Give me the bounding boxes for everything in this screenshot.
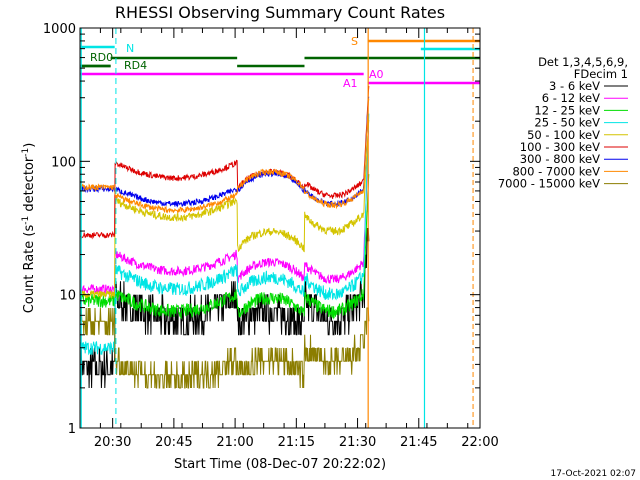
legend-label: 800 - 7000 keV — [512, 164, 600, 178]
legend-label: 100 - 300 keV — [520, 140, 600, 154]
trace-800-7000-kev — [80, 98, 370, 214]
x-tick-label: 20:30 — [94, 435, 131, 450]
trace-50-100-kev — [80, 119, 370, 299]
y-tick-label: 10 — [59, 289, 76, 304]
x-tick-label: 22:00 — [461, 435, 498, 450]
y-tick-label: 1000 — [43, 22, 76, 37]
flag-label: S — [351, 35, 358, 48]
data-traces — [80, 85, 370, 389]
vertical-markers — [80, 28, 474, 428]
trace-100-300-kev — [80, 85, 370, 240]
chart-title: RHESSI Observing Summary Count Rates — [115, 3, 445, 22]
legend-label: 25 - 50 keV — [534, 116, 600, 130]
plot-frame — [79, 27, 481, 429]
legend-header-1: Det 1,3,4,5,6,9, — [538, 55, 628, 69]
flag-label: A0 — [369, 68, 384, 81]
x-tick-label: 21:45 — [400, 435, 437, 450]
x-axis-label: Start Time (08-Dec-07 20:22:02) — [174, 457, 386, 472]
legend-label: 7000 - 15000 keV — [498, 177, 600, 191]
trace-6-12-kev — [80, 129, 370, 296]
generation-timestamp: 17-Oct-2021 02:07 — [551, 469, 636, 479]
trace-12-25-kev — [80, 174, 370, 320]
legend-header-2: FDecim 1 — [574, 67, 628, 81]
x-tick-label: 21:00 — [216, 435, 253, 450]
x-tick-label: 21:30 — [339, 435, 376, 450]
x-tick-label: 20:45 — [155, 435, 192, 450]
legend-label: 6 - 12 keV — [542, 91, 600, 105]
flag-label: RD4 — [124, 59, 147, 72]
legend-label: 3 - 6 keV — [549, 79, 600, 93]
flag-label: N — [126, 42, 134, 55]
y-tick-label: 100 — [51, 155, 76, 170]
trace-7000-15000-kev — [80, 307, 370, 389]
legend-label: 50 - 100 keV — [527, 128, 600, 142]
legend-label: 300 - 800 keV — [520, 152, 600, 166]
flag-bars: N RD0 RD4 S A0 A1 — [80, 35, 480, 90]
flag-label: RD0 — [90, 51, 113, 64]
axes: 1 10 100 1000 20:30 20:45 21:00 21:15 21:30 21:45… — [43, 22, 499, 450]
y-axis-label: Count Rate (s-1 detector-1) — [21, 143, 37, 314]
trace-25-50-kev — [80, 113, 370, 356]
legend-label: 12 - 25 keV — [534, 103, 600, 117]
x-tick-label: 21:15 — [278, 435, 315, 450]
flag-label: A1 — [343, 77, 358, 90]
y-tick-label: 1 — [68, 422, 76, 437]
